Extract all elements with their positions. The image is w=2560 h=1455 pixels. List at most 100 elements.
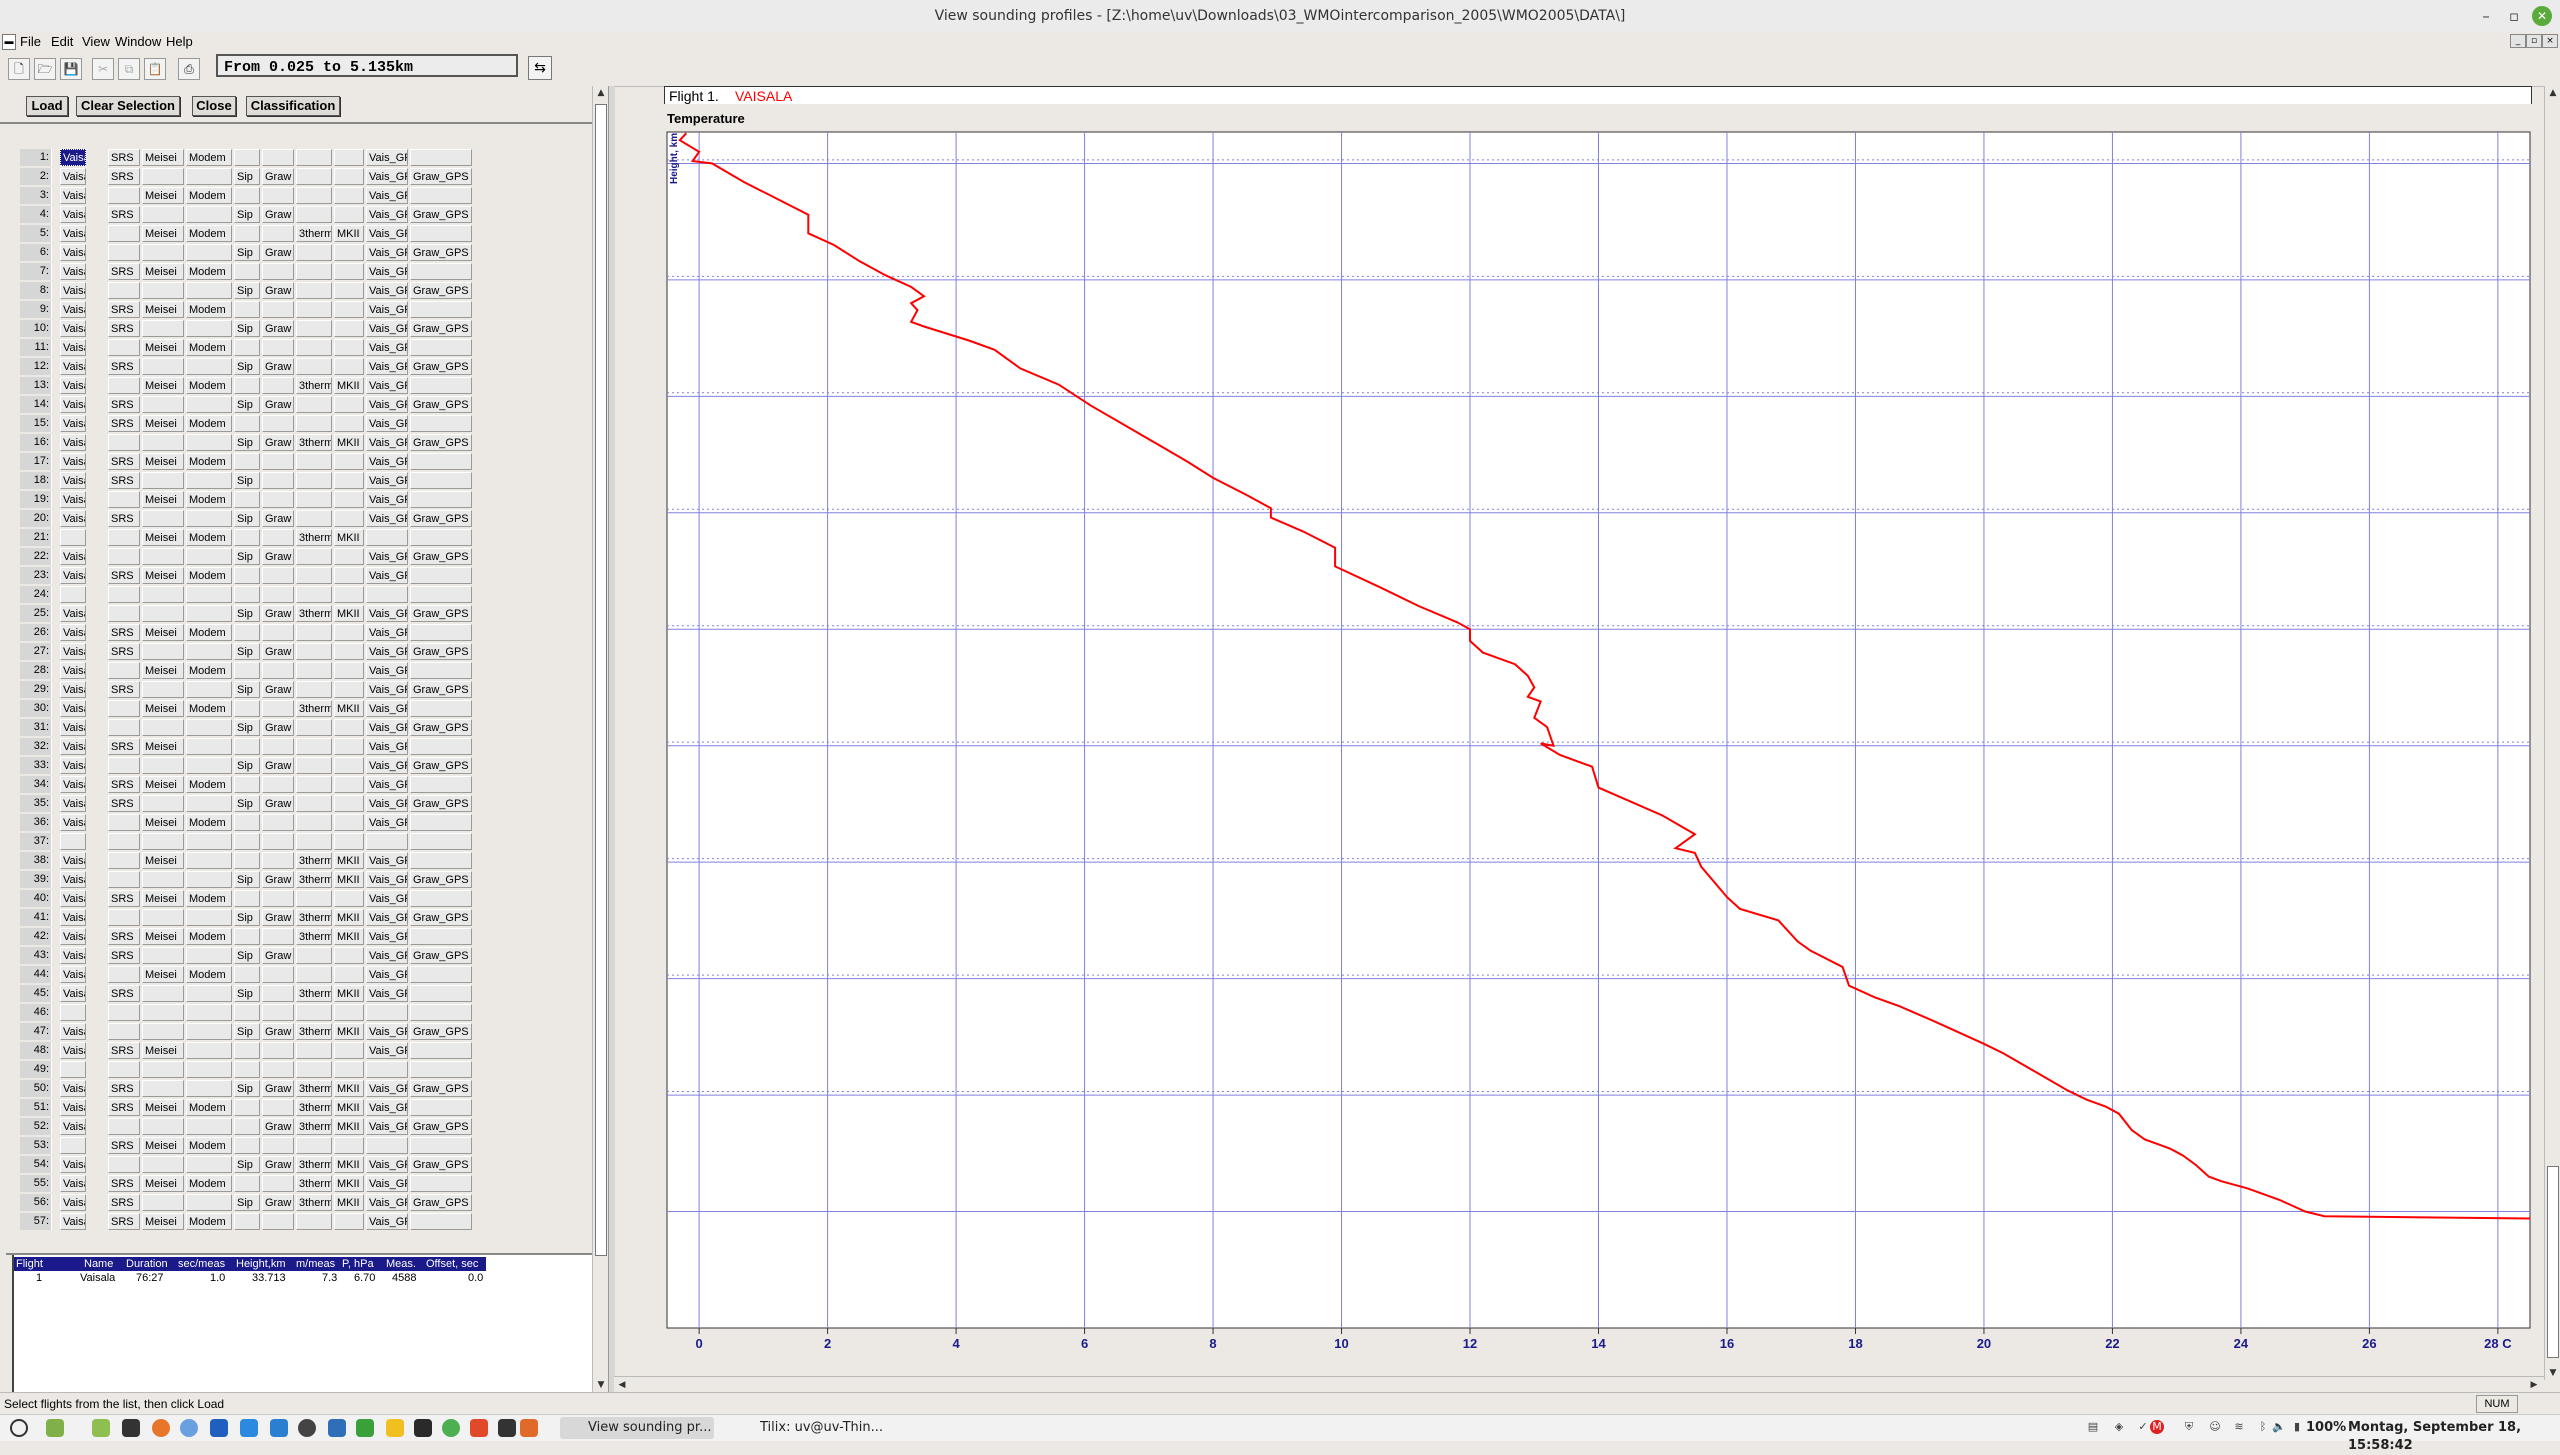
- sonde-cell[interactable]: [234, 529, 260, 546]
- sonde-cell[interactable]: [186, 206, 232, 223]
- sonde-cell[interactable]: [410, 662, 472, 679]
- sonde-cell[interactable]: Graw_GPS: [410, 719, 472, 736]
- scroll-down-icon[interactable]: ▼: [597, 1380, 605, 1390]
- flight-number[interactable]: 1:: [20, 149, 52, 166]
- sonde-cell[interactable]: [366, 833, 408, 850]
- sonde-cell[interactable]: [296, 1061, 332, 1078]
- sonde-cell[interactable]: Vais_GPS: [366, 795, 408, 812]
- sonde-cell[interactable]: [234, 966, 260, 983]
- sonde-cell[interactable]: MKII: [334, 700, 364, 717]
- sonde-cell[interactable]: [262, 1175, 294, 1192]
- sonde-cell[interactable]: [410, 776, 472, 793]
- sonde-cell[interactable]: Vaisala: [60, 605, 86, 622]
- sonde-cell[interactable]: SRS: [108, 624, 140, 641]
- menu-view[interactable]: View: [82, 34, 110, 49]
- sonde-cell[interactable]: 3therm: [296, 1023, 332, 1040]
- menu-help[interactable]: Help: [166, 34, 193, 49]
- sonde-cell[interactable]: [262, 377, 294, 394]
- sonde-cell[interactable]: [410, 624, 472, 641]
- sonde-cell[interactable]: SRS: [108, 320, 140, 337]
- sonde-cell[interactable]: SRS: [108, 1175, 140, 1192]
- sonde-cell[interactable]: [410, 1004, 472, 1021]
- flight-number[interactable]: 44:: [20, 966, 52, 983]
- sonde-cell[interactable]: SRS: [108, 415, 140, 432]
- flight-number[interactable]: 12:: [20, 358, 52, 375]
- sonde-cell[interactable]: [60, 1061, 86, 1078]
- sonde-cell[interactable]: Vaisala: [60, 795, 86, 812]
- sonde-cell[interactable]: [296, 890, 332, 907]
- sonde-cell[interactable]: Vais_GPS: [366, 358, 408, 375]
- sonde-cell[interactable]: SRS: [108, 985, 140, 1002]
- volume-icon[interactable]: 🔈: [2272, 1420, 2286, 1433]
- sonde-cell[interactable]: [186, 396, 232, 413]
- sonde-cell[interactable]: Vais_GPS: [366, 1042, 408, 1059]
- sonde-cell[interactable]: [410, 985, 472, 1002]
- sonde-cell[interactable]: Modem: [186, 890, 232, 907]
- app-icon[interactable]: [470, 1419, 488, 1437]
- sonde-cell[interactable]: [410, 966, 472, 983]
- sonde-cell[interactable]: Meisei: [142, 928, 184, 945]
- sonde-cell[interactable]: [334, 282, 364, 299]
- sonde-cell[interactable]: [410, 700, 472, 717]
- flight-number[interactable]: 27:: [20, 643, 52, 660]
- sonde-cell[interactable]: Graw_GPS: [410, 681, 472, 698]
- sonde-cell[interactable]: [262, 890, 294, 907]
- sonde-cell[interactable]: [142, 985, 184, 1002]
- sonde-cell[interactable]: SRS: [108, 206, 140, 223]
- sonde-cell[interactable]: [234, 301, 260, 318]
- sonde-cell[interactable]: Meisei: [142, 852, 184, 869]
- flight-number[interactable]: 30:: [20, 700, 52, 717]
- sonde-cell[interactable]: [296, 719, 332, 736]
- bluetooth-icon[interactable]: ᛒ: [2259, 1420, 2267, 1433]
- sonde-cell[interactable]: [334, 624, 364, 641]
- sonde-cell[interactable]: [142, 947, 184, 964]
- sonde-cell[interactable]: Vais_GPS: [366, 510, 408, 527]
- sonde-cell[interactable]: Vaisala: [60, 472, 86, 489]
- sonde-cell[interactable]: [108, 377, 140, 394]
- sonde-cell[interactable]: [296, 453, 332, 470]
- flight-number[interactable]: 9:: [20, 301, 52, 318]
- mdi-minimize-icon[interactable]: _: [2510, 34, 2526, 48]
- sonde-cell[interactable]: [142, 605, 184, 622]
- system-menu-icon[interactable]: ▬: [2, 34, 16, 50]
- sonde-cell[interactable]: [410, 738, 472, 755]
- sonde-cell[interactable]: SRS: [108, 263, 140, 280]
- scroll-right-icon[interactable]: ▶: [2530, 1380, 2538, 1390]
- sonde-cell[interactable]: [410, 852, 472, 869]
- sonde-cell[interactable]: Sip: [234, 548, 260, 565]
- mdi-close-icon[interactable]: ×: [2542, 34, 2558, 48]
- sonde-cell[interactable]: [410, 491, 472, 508]
- sonde-cell[interactable]: Sip: [234, 719, 260, 736]
- sonde-cell[interactable]: [334, 681, 364, 698]
- sonde-cell[interactable]: Graw_GPS: [410, 396, 472, 413]
- sonde-cell[interactable]: Vais_GPS: [366, 643, 408, 660]
- sonde-cell[interactable]: Vaisala: [60, 890, 86, 907]
- sonde-cell[interactable]: [108, 814, 140, 831]
- new-file-icon[interactable]: 🗋: [8, 58, 30, 80]
- sonde-cell[interactable]: Vais_GPS: [366, 301, 408, 318]
- sonde-cell[interactable]: SRS: [108, 149, 140, 166]
- app-icon[interactable]: [414, 1419, 432, 1437]
- load-button[interactable]: Load: [26, 96, 68, 116]
- user-icon[interactable]: ☺: [2209, 1420, 2221, 1433]
- sonde-cell[interactable]: [334, 1137, 364, 1154]
- sonde-cell[interactable]: SRS: [108, 453, 140, 470]
- sonde-cell[interactable]: [410, 1099, 472, 1116]
- sonde-cell[interactable]: Vaisala: [60, 415, 86, 432]
- sonde-cell[interactable]: [108, 1004, 140, 1021]
- sonde-cell[interactable]: Vaisala: [60, 510, 86, 527]
- sonde-cell[interactable]: Meisei: [142, 1042, 184, 1059]
- flight-number[interactable]: 38:: [20, 852, 52, 869]
- sonde-cell[interactable]: Graw: [262, 206, 294, 223]
- flight-number[interactable]: 34:: [20, 776, 52, 793]
- sonde-cell[interactable]: [186, 434, 232, 451]
- sonde-cell[interactable]: SRS: [108, 643, 140, 660]
- sonde-cell[interactable]: MKII: [334, 871, 364, 888]
- sonde-cell[interactable]: MKII: [334, 1194, 364, 1211]
- sonde-cell[interactable]: Graw: [262, 244, 294, 261]
- app-icon[interactable]: [240, 1419, 258, 1437]
- sonde-cell[interactable]: [296, 244, 332, 261]
- sonde-cell[interactable]: Modem: [186, 966, 232, 983]
- sonde-cell[interactable]: [262, 928, 294, 945]
- sonde-cell[interactable]: Sip: [234, 909, 260, 926]
